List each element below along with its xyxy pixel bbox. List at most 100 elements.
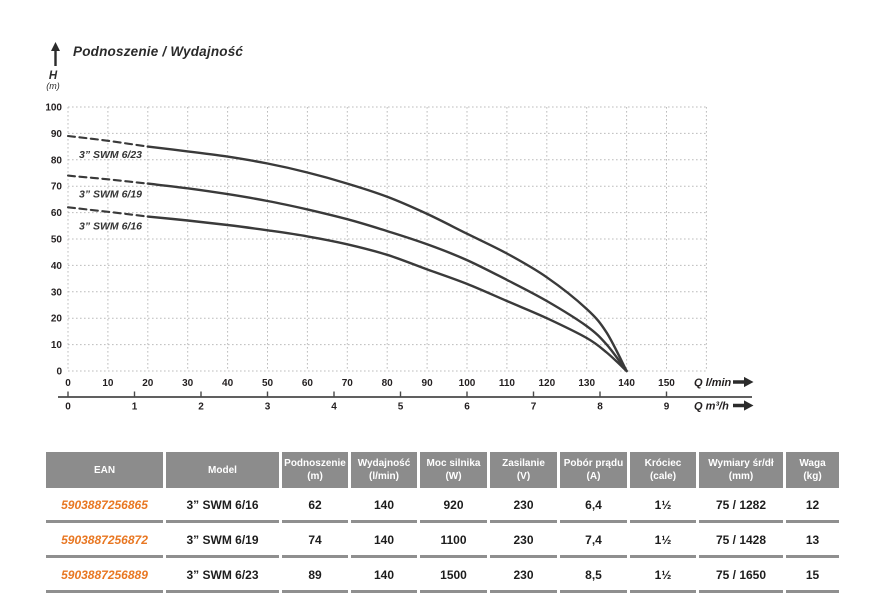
model-cell: 3” SWM 6/16 xyxy=(166,490,279,523)
value-cell: 75 / 1282 xyxy=(699,490,783,523)
value-cell: 920 xyxy=(420,490,487,523)
y-tick-label: 80 xyxy=(51,155,63,166)
curve-dashed-segment xyxy=(66,134,149,148)
curve-solid-segment xyxy=(146,182,628,373)
column-header-zasilanie: Zasilanie (V) xyxy=(490,452,557,488)
column-header-ean: EAN xyxy=(46,452,163,488)
value-cell: 75 / 1650 xyxy=(699,560,783,593)
column-header-pob-r-pr-du: Pobór prądu (A) xyxy=(560,452,627,488)
x-tick-label-m3h: 5 xyxy=(398,402,404,413)
value-cell: 230 xyxy=(490,490,557,523)
x-tick-label-lmin: 140 xyxy=(618,378,635,389)
y-tick-label: 10 xyxy=(51,340,63,351)
x-axis-lmin-labels: 0 10 20 30 40 50 60 70 80 90 100 110 120 130 140 150 Q l… xyxy=(65,376,754,389)
y-tick-label: 100 xyxy=(45,103,62,114)
model-cell: 3” SWM 6/23 xyxy=(166,560,279,593)
value-cell: 62 xyxy=(282,490,348,523)
value-cell: 1½ xyxy=(630,560,696,593)
chart-title: Podnoszenie / Wydajność xyxy=(73,44,244,59)
x-axis-m3h-name: Q m³/h xyxy=(694,401,729,413)
ean-cell: 5903887256865 xyxy=(46,490,163,523)
up-arrow-icon xyxy=(51,42,60,66)
column-header-wydajno: Wydajność (l/min) xyxy=(351,452,417,488)
y-tick-label: 60 xyxy=(51,208,63,219)
y-axis-unit: (m) xyxy=(46,81,60,91)
y-axis-tick-labels: 0 10 20 30 40 50 60 70 80 90 100 xyxy=(45,103,62,378)
curve-solid-segment xyxy=(146,215,628,373)
curve-label-3-swm-6-23: 3” SWM 6/23 xyxy=(79,149,142,161)
x-tick-label-lmin: 60 xyxy=(302,378,314,389)
x-tick-label-lmin: 20 xyxy=(142,378,154,389)
curve-label-3-swm-6-19: 3” SWM 6/19 xyxy=(79,189,142,201)
curve-3-swm-6-19 xyxy=(66,174,628,373)
model-cell: 3” SWM 6/19 xyxy=(166,525,279,558)
y-axis-symbol: H xyxy=(48,70,58,82)
value-cell: 1½ xyxy=(630,525,696,558)
grid xyxy=(67,106,707,372)
value-cell: 7,4 xyxy=(560,525,627,558)
x-tick-label-m3h: 9 xyxy=(664,402,670,413)
x-tick-label-lmin: 110 xyxy=(499,378,516,389)
y-tick-label: 70 xyxy=(51,182,63,193)
column-header-wymiary-r-d: Wymiary śr/dł (mm) xyxy=(699,452,783,488)
curve-dashed-segment xyxy=(66,174,149,185)
curve-label-3-swm-6-16: 3” SWM 6/16 xyxy=(79,220,142,232)
x-tick-label-lmin: 150 xyxy=(658,378,675,389)
table-row: 5903887256872 3” SWM 6/19 74 140 1100 230 7,4 1… xyxy=(46,525,839,558)
value-cell: 15 xyxy=(786,560,839,593)
value-cell: 140 xyxy=(351,560,417,593)
chart-title-row: Podnoszenie / Wydajność xyxy=(49,41,243,67)
x-tick-label-lmin: 30 xyxy=(182,378,194,389)
x-tick-label-lmin: 70 xyxy=(342,378,354,389)
table-row: 5903887256865 3” SWM 6/16 62 140 920 230 6,4 1½… xyxy=(46,490,839,523)
x-tick-label-m3h: 2 xyxy=(198,402,204,413)
right-arrow-icon xyxy=(733,400,754,411)
column-header-moc-silnika: Moc silnika (W) xyxy=(420,452,487,488)
column-header-model: Model xyxy=(166,452,279,488)
value-cell: 1½ xyxy=(630,490,696,523)
spec-table-head: EAN Model Podnoszenie (m) Wydajność (l/min) Mo… xyxy=(46,452,839,488)
x-tick-label-m3h: 4 xyxy=(331,402,337,413)
x-tick-label-lmin: 40 xyxy=(222,378,234,389)
x-axis-lmin-name: Q l/min xyxy=(694,377,732,389)
x-tick-label-lmin: 90 xyxy=(422,378,434,389)
x-tick-label-lmin: 120 xyxy=(538,378,555,389)
ean-cell: 5903887256872 xyxy=(46,525,163,558)
spec-table-body: 5903887256865 3” SWM 6/16 62 140 920 230 6,4 1½… xyxy=(46,490,839,593)
y-tick-label: 0 xyxy=(56,367,62,378)
value-cell: 140 xyxy=(351,525,417,558)
x-axis-m3h: 0 1 2 3 4 5 6 7 8 9 Q m³/h xyxy=(58,391,754,413)
column-header-podnoszenie: Podnoszenie (m) xyxy=(282,452,348,488)
x-tick-label-m3h: 0 xyxy=(65,402,71,413)
value-cell: 13 xyxy=(786,525,839,558)
spec-table: EAN Model Podnoszenie (m) Wydajność (l/min) Mo… xyxy=(43,450,842,595)
column-header-waga: Waga (kg) xyxy=(786,452,839,488)
value-cell: 89 xyxy=(282,560,348,593)
value-cell: 1500 xyxy=(420,560,487,593)
x-tick-label-lmin: 100 xyxy=(459,378,476,389)
y-tick-label: 30 xyxy=(51,287,63,298)
header-row: EAN Model Podnoszenie (m) Wydajność (l/min) Mo… xyxy=(46,452,839,488)
x-tick-label-m3h: 6 xyxy=(464,402,470,413)
value-cell: 8,5 xyxy=(560,560,627,593)
y-tick-label: 50 xyxy=(51,235,63,246)
value-cell: 74 xyxy=(282,525,348,558)
y-tick-label: 40 xyxy=(51,261,63,272)
y-tick-label: 90 xyxy=(51,129,63,140)
y-tick-label: 20 xyxy=(51,314,63,325)
ean-cell: 5903887256889 xyxy=(46,560,163,593)
value-cell: 6,4 xyxy=(560,490,627,523)
value-cell: 12 xyxy=(786,490,839,523)
x-tick-label-lmin: 130 xyxy=(578,378,595,389)
x-tick-label-lmin: 80 xyxy=(382,378,394,389)
y-axis-title: H (m) xyxy=(39,70,67,91)
x-tick-label-lmin: 0 xyxy=(65,378,71,389)
x-tick-label-m3h: 8 xyxy=(597,402,603,413)
x-tick-label-m3h: 1 xyxy=(132,402,138,413)
value-cell: 75 / 1428 xyxy=(699,525,783,558)
value-cell: 230 xyxy=(490,525,557,558)
right-arrow-icon xyxy=(733,376,754,388)
column-header-kr-ciec: Króciec (cale) xyxy=(630,452,696,488)
curve-3-swm-6-23 xyxy=(66,134,628,373)
